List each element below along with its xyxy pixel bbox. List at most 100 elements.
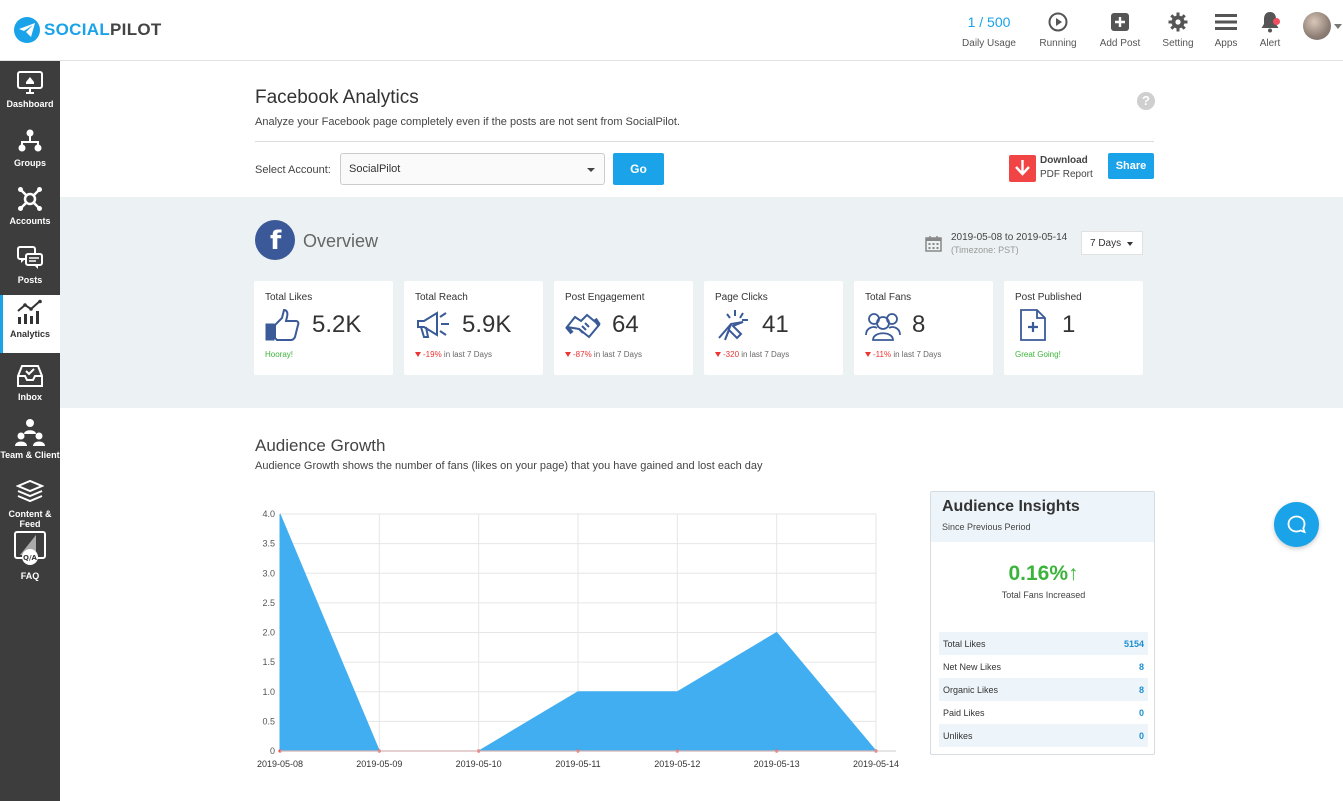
stat-label: Total Fans — [865, 292, 912, 303]
alert-dot — [1273, 18, 1280, 25]
insights-title: Audience Insights — [942, 498, 1080, 515]
stat-change: -87% — [573, 350, 592, 359]
chat-support-button[interactable] — [1274, 502, 1319, 547]
chevron-down-icon — [1127, 242, 1133, 246]
daily-usage[interactable]: 1 / 500 Daily Usage — [955, 10, 1023, 49]
stat-label: Post Published — [1015, 292, 1082, 303]
sidebar-item-posts[interactable]: Posts — [0, 241, 60, 299]
insights-subtitle: Since Previous Period — [942, 522, 1031, 532]
divider — [255, 141, 1154, 142]
stat-footer: -19% in last 7 Days — [415, 350, 492, 359]
stat-value: 8 — [912, 311, 926, 338]
add-post-button[interactable]: Add Post — [1097, 10, 1143, 49]
y-tick-label: 1.0 — [262, 687, 275, 697]
stat-card-post-engagement: Post Engagement 64 -87% in last 7 Days — [554, 281, 693, 375]
sidebar-item-dashboard[interactable]: Dashboard — [0, 65, 60, 123]
share-button[interactable]: Share — [1108, 153, 1154, 179]
sidebar-label: Analytics — [9, 329, 51, 339]
apps-button[interactable]: Apps — [1210, 10, 1242, 49]
account-select[interactable]: SocialPilot — [340, 153, 605, 185]
audience-insights-panel: Audience Insights Since Previous Period … — [930, 491, 1155, 755]
stat-footer: Great Going! — [1015, 350, 1061, 359]
running-label: Running — [1039, 38, 1077, 49]
help-icon[interactable]: ? — [1137, 92, 1155, 110]
brand-name-part2: PILOT — [110, 20, 162, 39]
stat-footer: -320 in last 7 Days — [715, 350, 789, 359]
sidebar-item-inbox[interactable]: Inbox — [0, 358, 60, 416]
sidebar-label: FAQ — [20, 571, 40, 581]
stat-label: Total Reach — [415, 292, 468, 303]
x-tick-label: 2019-05-10 — [456, 759, 502, 769]
y-tick-label: 0.5 — [262, 716, 275, 726]
x-tick-label: 2019-05-13 — [754, 759, 800, 769]
sidebar-item-accounts[interactable]: Accounts — [0, 182, 60, 240]
insights-row-label: Total Likes — [943, 638, 986, 649]
insights-row-value: 8 — [1138, 661, 1144, 672]
page-title: Facebook Analytics — [255, 87, 419, 108]
stat-footer: -87% in last 7 Days — [565, 350, 642, 359]
stat-label: Page Clicks — [715, 292, 768, 303]
chevron-down-icon[interactable] — [1334, 24, 1342, 29]
sidebar-label: Team & Client — [0, 450, 60, 460]
arrow-down-icon — [865, 352, 871, 358]
accounts-icon — [0, 182, 60, 212]
stat-change-suffix: in last 7 Days — [593, 350, 642, 359]
calendar-icon[interactable] — [925, 235, 942, 257]
download-pdf-icon[interactable] — [1009, 155, 1036, 182]
sidebar-label: Posts — [17, 275, 43, 285]
usage-count: 1 / 500 — [967, 14, 1011, 30]
document-icon — [1014, 308, 1052, 342]
running-button[interactable]: Running — [1036, 10, 1080, 49]
setting-button[interactable]: Setting — [1159, 10, 1197, 49]
y-tick-label: 3.0 — [262, 568, 275, 578]
y-tick-label: 2.5 — [262, 598, 275, 608]
go-button[interactable]: Go — [613, 153, 664, 185]
sidebar-label: Content & Feed — [8, 509, 52, 529]
arrow-down-icon — [565, 352, 571, 358]
brand-name-part1: SOCIAL — [44, 20, 111, 39]
download-pdf-report-link[interactable]: Download PDF Report — [1040, 154, 1093, 182]
sidebar-item-content-feed[interactable]: Content & Feed — [0, 475, 60, 539]
stat-value: 41 — [762, 311, 789, 338]
arrow-down-icon — [415, 352, 421, 358]
y-tick-label: 4.0 — [262, 509, 275, 519]
y-tick-label: 2.0 — [262, 628, 275, 638]
account-select-value: SocialPilot — [349, 163, 401, 175]
user-avatar[interactable] — [1303, 12, 1331, 40]
sidebar-item-analytics[interactable]: Analytics — [0, 295, 60, 353]
insights-row-label: Net New Likes — [943, 661, 1002, 672]
stat-footer-text: Great Going! — [1015, 350, 1061, 359]
stat-footer: -11% in last 7 Days — [865, 350, 941, 359]
insights-row-label: Paid Likes — [943, 707, 985, 718]
sidebar-item-faq[interactable]: Q/A FAQ — [0, 531, 60, 595]
socialpilot-logo[interactable]: SOCIALPILOT — [14, 17, 162, 43]
stat-value: 5.2K — [312, 311, 362, 338]
stat-value: 64 — [612, 311, 639, 338]
chat-bubble-icon — [1287, 515, 1306, 534]
cursor-click-icon — [714, 308, 752, 342]
stat-change: -19% — [423, 350, 442, 359]
sidebar-item-groups[interactable]: Groups — [0, 124, 60, 182]
insights-table: Total Likes 5154 Net New Likes 8 Organic L… — [939, 632, 1148, 747]
arrow-up-icon: ↑ — [1068, 562, 1079, 585]
usage-label: Daily Usage — [962, 38, 1016, 49]
sidebar-item-team-client[interactable]: Team & Client — [0, 416, 60, 474]
x-tick-label: 2019-05-14 — [853, 759, 899, 769]
sidebar-label: Accounts — [9, 216, 51, 226]
svg-text:Q/A: Q/A — [23, 554, 38, 562]
stat-value: 1 — [1062, 311, 1076, 338]
hamburger-menu-icon — [1210, 10, 1242, 34]
insights-row-label: Organic Likes — [943, 684, 999, 695]
insights-percent: 0.16% — [1008, 562, 1069, 585]
date-range[interactable]: 2019-05-08 to 2019-05-14 (Timezone: PST) — [951, 232, 1067, 256]
insights-row-net-new-likes: Net New Likes 8 — [939, 655, 1148, 678]
stat-label: Post Engagement — [565, 292, 645, 303]
insights-header: Audience Insights Since Previous Period — [931, 492, 1154, 542]
stat-card-total-fans: Total Fans 8 -11% in last 7 Days — [854, 281, 993, 375]
overview-section — [60, 197, 1343, 408]
days-range-select[interactable]: 7 Days — [1081, 231, 1143, 255]
alert-button[interactable]: Alert — [1254, 10, 1286, 49]
megaphone-icon — [414, 308, 452, 342]
pdf-report-label: PDF Report — [1040, 169, 1093, 180]
sidebar: Dashboard Groups Accounts Posts Analytic… — [0, 61, 60, 801]
